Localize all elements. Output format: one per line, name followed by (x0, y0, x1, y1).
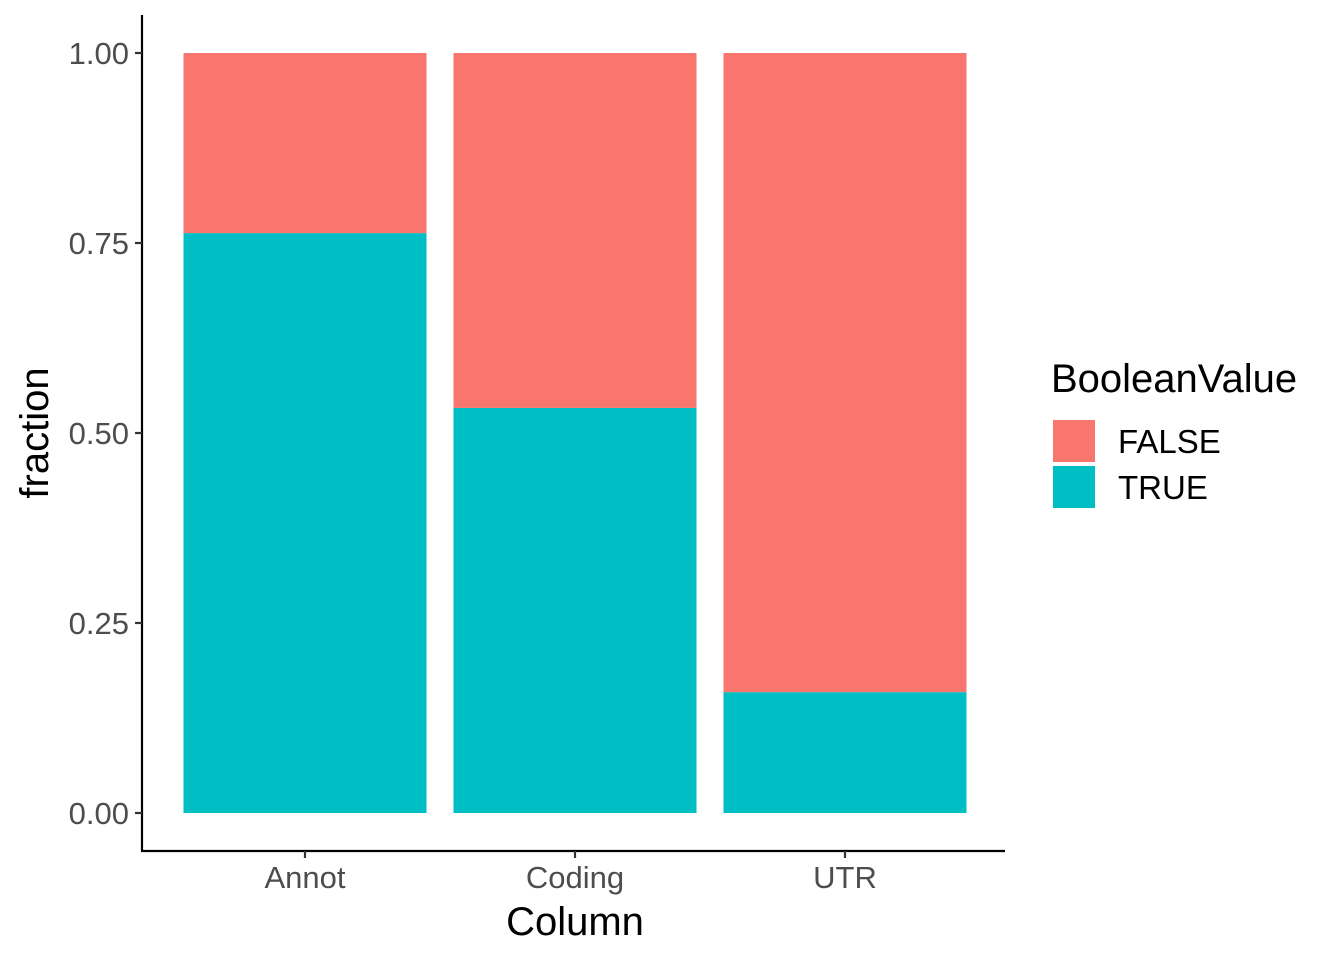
y-axis: 0.00 0.25 0.50 0.75 1.00 (69, 15, 144, 851)
x-tick-label-utr: UTR (813, 860, 877, 895)
y-tick-label: 0.50 (69, 416, 129, 451)
x-axis: Annot Coding UTR (141, 849, 1005, 895)
x-tick-label-annot: Annot (264, 860, 345, 895)
y-tick-label: 1.00 (69, 36, 129, 71)
bar-annot-true (183, 233, 427, 813)
legend-label-false: FALSE (1118, 423, 1221, 460)
y-tick-label: 0.00 (69, 796, 129, 831)
y-tick-label: 0.75 (69, 226, 129, 261)
bars-layer (183, 53, 967, 813)
bar-coding-true (453, 407, 697, 813)
legend-label-true: TRUE (1118, 469, 1208, 506)
bar-annot-false (183, 53, 427, 234)
bar-utr-true (723, 692, 967, 813)
legend-key-false (1053, 420, 1095, 462)
x-axis-title: Column (506, 900, 644, 944)
legend: BooleanValue FALSE TRUE (1051, 357, 1297, 508)
bar-utr-false (723, 53, 967, 693)
legend-key-true (1053, 466, 1095, 508)
bar-coding-false (453, 53, 697, 408)
x-tick-label-coding: Coding (526, 860, 624, 895)
y-axis-title: fraction (13, 367, 57, 498)
y-tick-label: 0.25 (69, 606, 129, 641)
legend-title: BooleanValue (1051, 357, 1297, 401)
